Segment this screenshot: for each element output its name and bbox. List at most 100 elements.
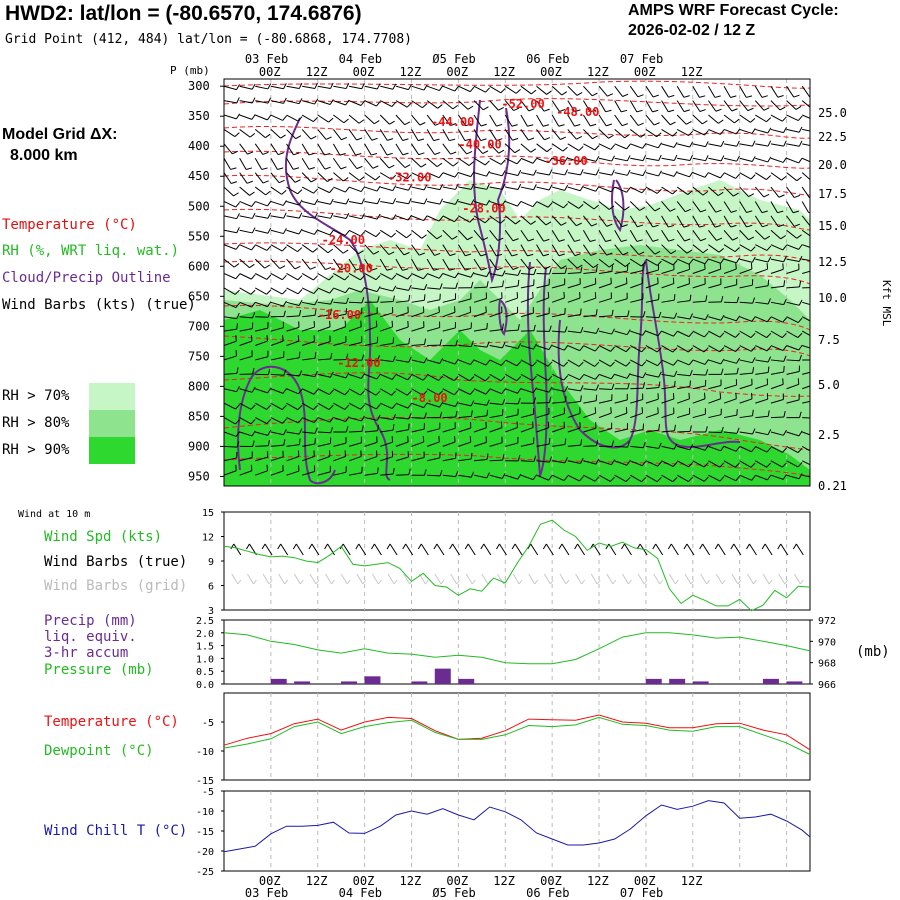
wind-barb-shaft (801, 100, 810, 108)
wind-barb-flag (327, 177, 333, 182)
wind-barb-flag (718, 247, 724, 253)
pressure-tick-label: 850 (188, 409, 210, 423)
wind-barb-shaft (786, 269, 800, 274)
wind-barb-flag (595, 327, 600, 334)
wind-barb-flag (345, 99, 350, 106)
wind-barb-flag (641, 460, 647, 467)
wind-barb-flag (626, 372, 631, 379)
wind-barb-flag (688, 347, 694, 353)
wind-barb-shaft (457, 258, 466, 271)
wind-barb-shaft (255, 114, 268, 121)
wind-barb-flag (657, 277, 659, 284)
wind-barb-shaft (692, 186, 704, 196)
wind-barb-shaft (598, 244, 608, 256)
grid-wind-barb (575, 573, 583, 585)
pressure-axis-title: P (mb) (170, 64, 210, 77)
wind-barb-shaft (364, 359, 378, 362)
precip-label: Precip (mm) (44, 613, 137, 629)
wind-barb-shaft (473, 114, 482, 127)
grid-wind-barb-flag (299, 579, 304, 585)
wind-barb-flag (796, 176, 802, 182)
wind-barb-shaft (301, 417, 315, 423)
wind-barb-flag (719, 392, 722, 399)
wind-barb-flag (532, 361, 537, 367)
wind-barb-shaft (723, 244, 736, 253)
wind-barb-shaft (442, 172, 456, 178)
wind-barb-flag (424, 469, 427, 476)
grid-wind-barb (293, 573, 301, 585)
height-tick-label: 22.5 (818, 130, 847, 144)
wind-barb-flag (452, 162, 459, 167)
wind-barb-shaft (348, 417, 362, 422)
grid-wind-barb-flag (503, 579, 507, 585)
wind-barb-shaft (567, 330, 581, 334)
wind-barb-shaft (364, 200, 378, 205)
wind-barb-flag (517, 169, 522, 176)
wind-barb-flag (314, 427, 318, 434)
wind-barb-flag (704, 444, 709, 451)
true-wind-barb (670, 543, 679, 556)
wind-barb-shaft (692, 128, 705, 136)
wind-barb-flag (501, 473, 506, 479)
wind-barb-shaft (708, 244, 720, 253)
wind-barb-flag (750, 462, 756, 468)
wind-barb-flag (486, 281, 489, 288)
wind-barb-shaft (286, 388, 299, 395)
wind-barb-flag (470, 452, 473, 460)
wind-barb-flag (438, 375, 444, 381)
temperature-tick: -15 (196, 776, 214, 787)
wind-barb-flag (451, 235, 458, 240)
wind-barb-flag (295, 135, 302, 140)
precip-bar (669, 678, 686, 684)
wind-barb-shaft (504, 215, 516, 225)
wind-barb-shaft (614, 186, 627, 193)
wind-barb-shaft (739, 128, 753, 134)
wind-barb-shaft (458, 388, 471, 395)
wind-barb-shaft (395, 100, 408, 108)
wind-barb-flag (688, 476, 694, 482)
wind-barb-flag (470, 183, 475, 190)
wind-barb-flag (764, 235, 771, 240)
wind-barb-shaft (629, 215, 638, 228)
wind-barb-shaft (723, 384, 737, 390)
wind-barb-flag (564, 267, 568, 274)
wind-barb-shaft (770, 157, 784, 163)
wind-barb-flag (297, 116, 303, 122)
true-wind-barb-flag (355, 543, 360, 550)
wind-barb-shaft (520, 272, 534, 276)
wind-barb-flag (480, 138, 487, 142)
wind-barb-shaft (661, 172, 675, 177)
wind-barb-flag (778, 194, 785, 198)
wind-barb-flag (641, 361, 647, 367)
grid-wind-barb (465, 573, 473, 585)
wind-barb-shaft (677, 268, 690, 274)
wind-barb-flag (621, 239, 628, 242)
true-wind-barb-flag (371, 543, 375, 550)
wind-barb-shaft (380, 172, 392, 180)
wind-barb-shaft (723, 157, 737, 162)
wind-barb-flag (376, 83, 381, 90)
temperature-contour-label: -16.00 (318, 308, 361, 322)
wind-barb-flag (673, 424, 676, 431)
wind-barb-shaft (552, 460, 566, 464)
wind-chill-tick: -5 (202, 787, 214, 798)
wind-barb-shaft (489, 114, 497, 127)
wind-barb-flag (439, 339, 443, 346)
wind-barb-shaft (755, 268, 768, 274)
wind-barb-shaft (723, 431, 738, 434)
wind-barb-shaft (661, 215, 669, 228)
wind-barb-shaft (317, 200, 331, 205)
wind-barb-flag (798, 244, 803, 250)
wind-barb-flag (500, 159, 506, 165)
temperature-contour-label: -8.00 (412, 391, 448, 405)
wind-barb-flag (392, 285, 397, 292)
true-wind-barb (483, 543, 492, 556)
wind-barb-shaft (442, 229, 453, 240)
grid-wind-barb (497, 573, 504, 585)
day-label-bottom: 03 Feb (245, 886, 288, 900)
wind-barb-shaft (301, 229, 315, 235)
wind-barb-flag (517, 398, 521, 405)
wind-barb-shaft (614, 399, 628, 404)
wind-barb-shaft (661, 128, 673, 137)
wind-barb-shaft (661, 398, 675, 404)
